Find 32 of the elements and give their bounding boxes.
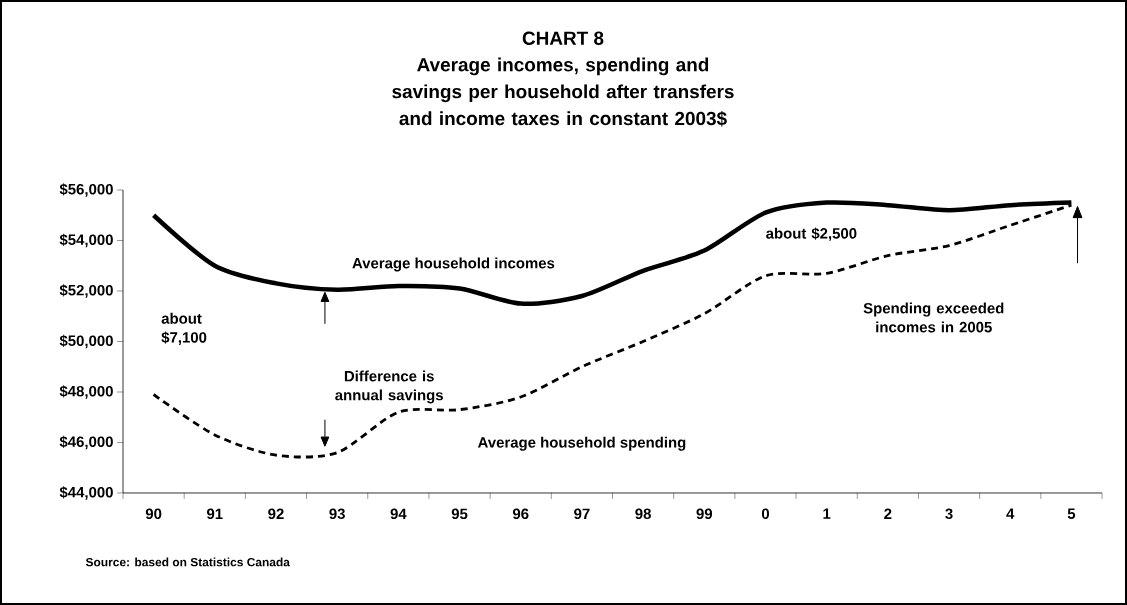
y-tick-label: $52,000 bbox=[59, 284, 113, 298]
x-tick-label: 1 bbox=[823, 508, 831, 519]
chart-subtitle: Average incomes, spending and savings per household after transfers and income taxes in constant 2003$ bbox=[392, 57, 734, 127]
y-tick-label: $46,000 bbox=[59, 435, 113, 450]
x-tick-label: 96 bbox=[512, 508, 529, 520]
x-tick-label: 5 bbox=[1067, 508, 1076, 519]
x-tick-label: 2 bbox=[884, 508, 892, 519]
x-tick-label: 97 bbox=[574, 508, 590, 520]
x-tick-label: 4 bbox=[1006, 508, 1015, 519]
x-tick-label: 92 bbox=[268, 508, 284, 520]
y-tick-label: $50,000 bbox=[59, 334, 113, 349]
y-tick-label: $48,000 bbox=[59, 385, 113, 399]
x-tick-label: 93 bbox=[329, 508, 345, 520]
y-tick-label: $44,000 bbox=[59, 486, 113, 500]
annotation: Spending exceeded incomes in 2005 bbox=[863, 302, 1004, 333]
source-note: Source: based on Statistics Canada bbox=[85, 557, 290, 567]
x-tick-label: 95 bbox=[451, 508, 468, 520]
annotation: about $2,500 bbox=[766, 227, 857, 241]
series-label: Average household incomes bbox=[352, 257, 555, 272]
x-tick-label: 94 bbox=[390, 508, 407, 520]
x-tick-label: 99 bbox=[696, 508, 713, 520]
chart-title: CHART 8 bbox=[522, 31, 604, 45]
y-tick-label: $56,000 bbox=[59, 183, 113, 197]
y-tick-label: $54,000 bbox=[59, 233, 113, 248]
x-tick-label: 90 bbox=[145, 508, 162, 520]
x-tick-label: 3 bbox=[945, 508, 953, 520]
x-tick-label: 91 bbox=[207, 508, 223, 520]
x-tick-label: 98 bbox=[635, 508, 651, 520]
series-label: Average household spending bbox=[477, 436, 686, 451]
annotation: about $7,100 bbox=[161, 312, 207, 345]
annotation: Difference is annual savings bbox=[335, 370, 443, 404]
x-tick-label: 0 bbox=[761, 508, 770, 520]
